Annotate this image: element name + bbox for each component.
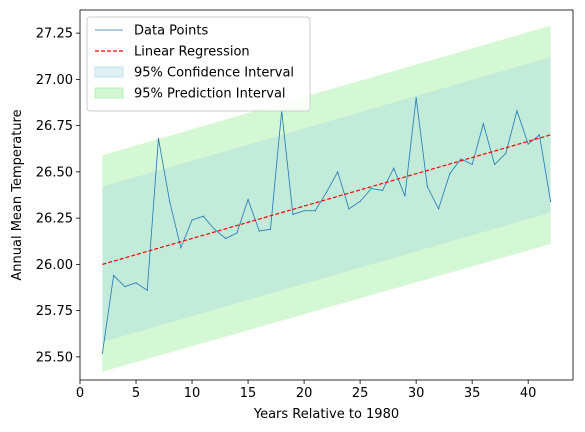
y-tick-label: 26.25 [36,212,73,227]
data-point [101,352,104,354]
data-point [426,186,428,188]
legend-box [86,16,311,112]
data-point [549,200,552,203]
data-point [124,285,126,288]
data-point [202,215,204,217]
band-95-prediction-interval [102,25,551,372]
y-tick-label: 27.00 [36,73,73,88]
data-point [516,110,518,112]
data-point [415,97,417,99]
data-point [146,289,148,291]
data-point [258,230,260,232]
plot-frame [79,9,574,381]
data-point [337,171,339,173]
data-point [359,200,361,203]
x-tick-label: 10 [184,386,201,401]
y-axis-ticks: 25.50 25.75 26.00 26.25 26.50 26.75 27.00 27.25 [36,27,80,365]
data-point [471,163,473,166]
legend-label-data-points: Data Points [134,24,208,39]
data-point [538,134,540,136]
x-tick-label: 30 [408,386,425,401]
data-point [393,167,395,169]
data-point [269,228,272,230]
data-point [404,195,406,197]
data-point [113,274,115,277]
data-point [169,200,171,203]
interval-bands [102,25,551,372]
legend-label-linear-regression: Linear Regression [134,45,250,60]
data-point [527,143,529,145]
data-point [493,163,496,166]
data-point [370,187,372,190]
x-tick-label: 35 [464,386,481,401]
y-tick-label: 25.75 [36,304,73,319]
data-point [213,228,216,230]
legend-label-95-confidence-interval: 95% Confidence Interval [134,66,294,81]
x-tick-label: 15 [240,386,257,401]
data-point [381,189,384,191]
data-point [437,208,440,210]
y-axis-label: Annual Mean Temperature [10,109,25,280]
data-point [180,247,182,249]
x-tick-label: 20 [296,386,313,401]
band-95-confidence-interval [102,57,551,343]
legend-label-95-prediction-interval: 95% Prediction Interval [134,87,286,102]
y-tick-label: 26.00 [36,258,73,273]
x-axis-ticks: 0 5 10 15 20 25 30 35 40 [76,380,537,401]
data-point [325,191,328,193]
data-point [505,152,507,154]
data-point [225,237,227,240]
data-point [303,210,305,212]
legend-swatch-95-prediction-interval [94,87,124,99]
data-point [135,282,137,284]
data-lines [101,97,552,354]
data-point [348,208,350,210]
data-point [191,219,193,221]
data-point [314,210,316,212]
data-point [157,137,160,140]
legend: Data Points Linear Regression 95% Confiden… [86,16,311,112]
x-tick-label: 25 [352,386,369,401]
data-point [247,199,249,201]
x-tick-label: 5 [132,386,140,401]
data-point [482,123,484,125]
x-tick-label: 40 [520,386,537,401]
y-tick-label: 26.75 [36,119,73,134]
y-tick-label: 26.50 [36,165,73,180]
data-point [449,173,451,175]
x-axis-label: Years Relative to 1980 [253,407,399,422]
data-point [292,213,294,216]
data-point [236,232,238,234]
legend-swatch-95-confidence-interval [94,66,124,78]
data-point [460,158,462,160]
x-tick-label: 0 [76,386,84,401]
y-tick-label: 25.50 [36,350,73,365]
y-tick-label: 27.25 [36,27,73,42]
